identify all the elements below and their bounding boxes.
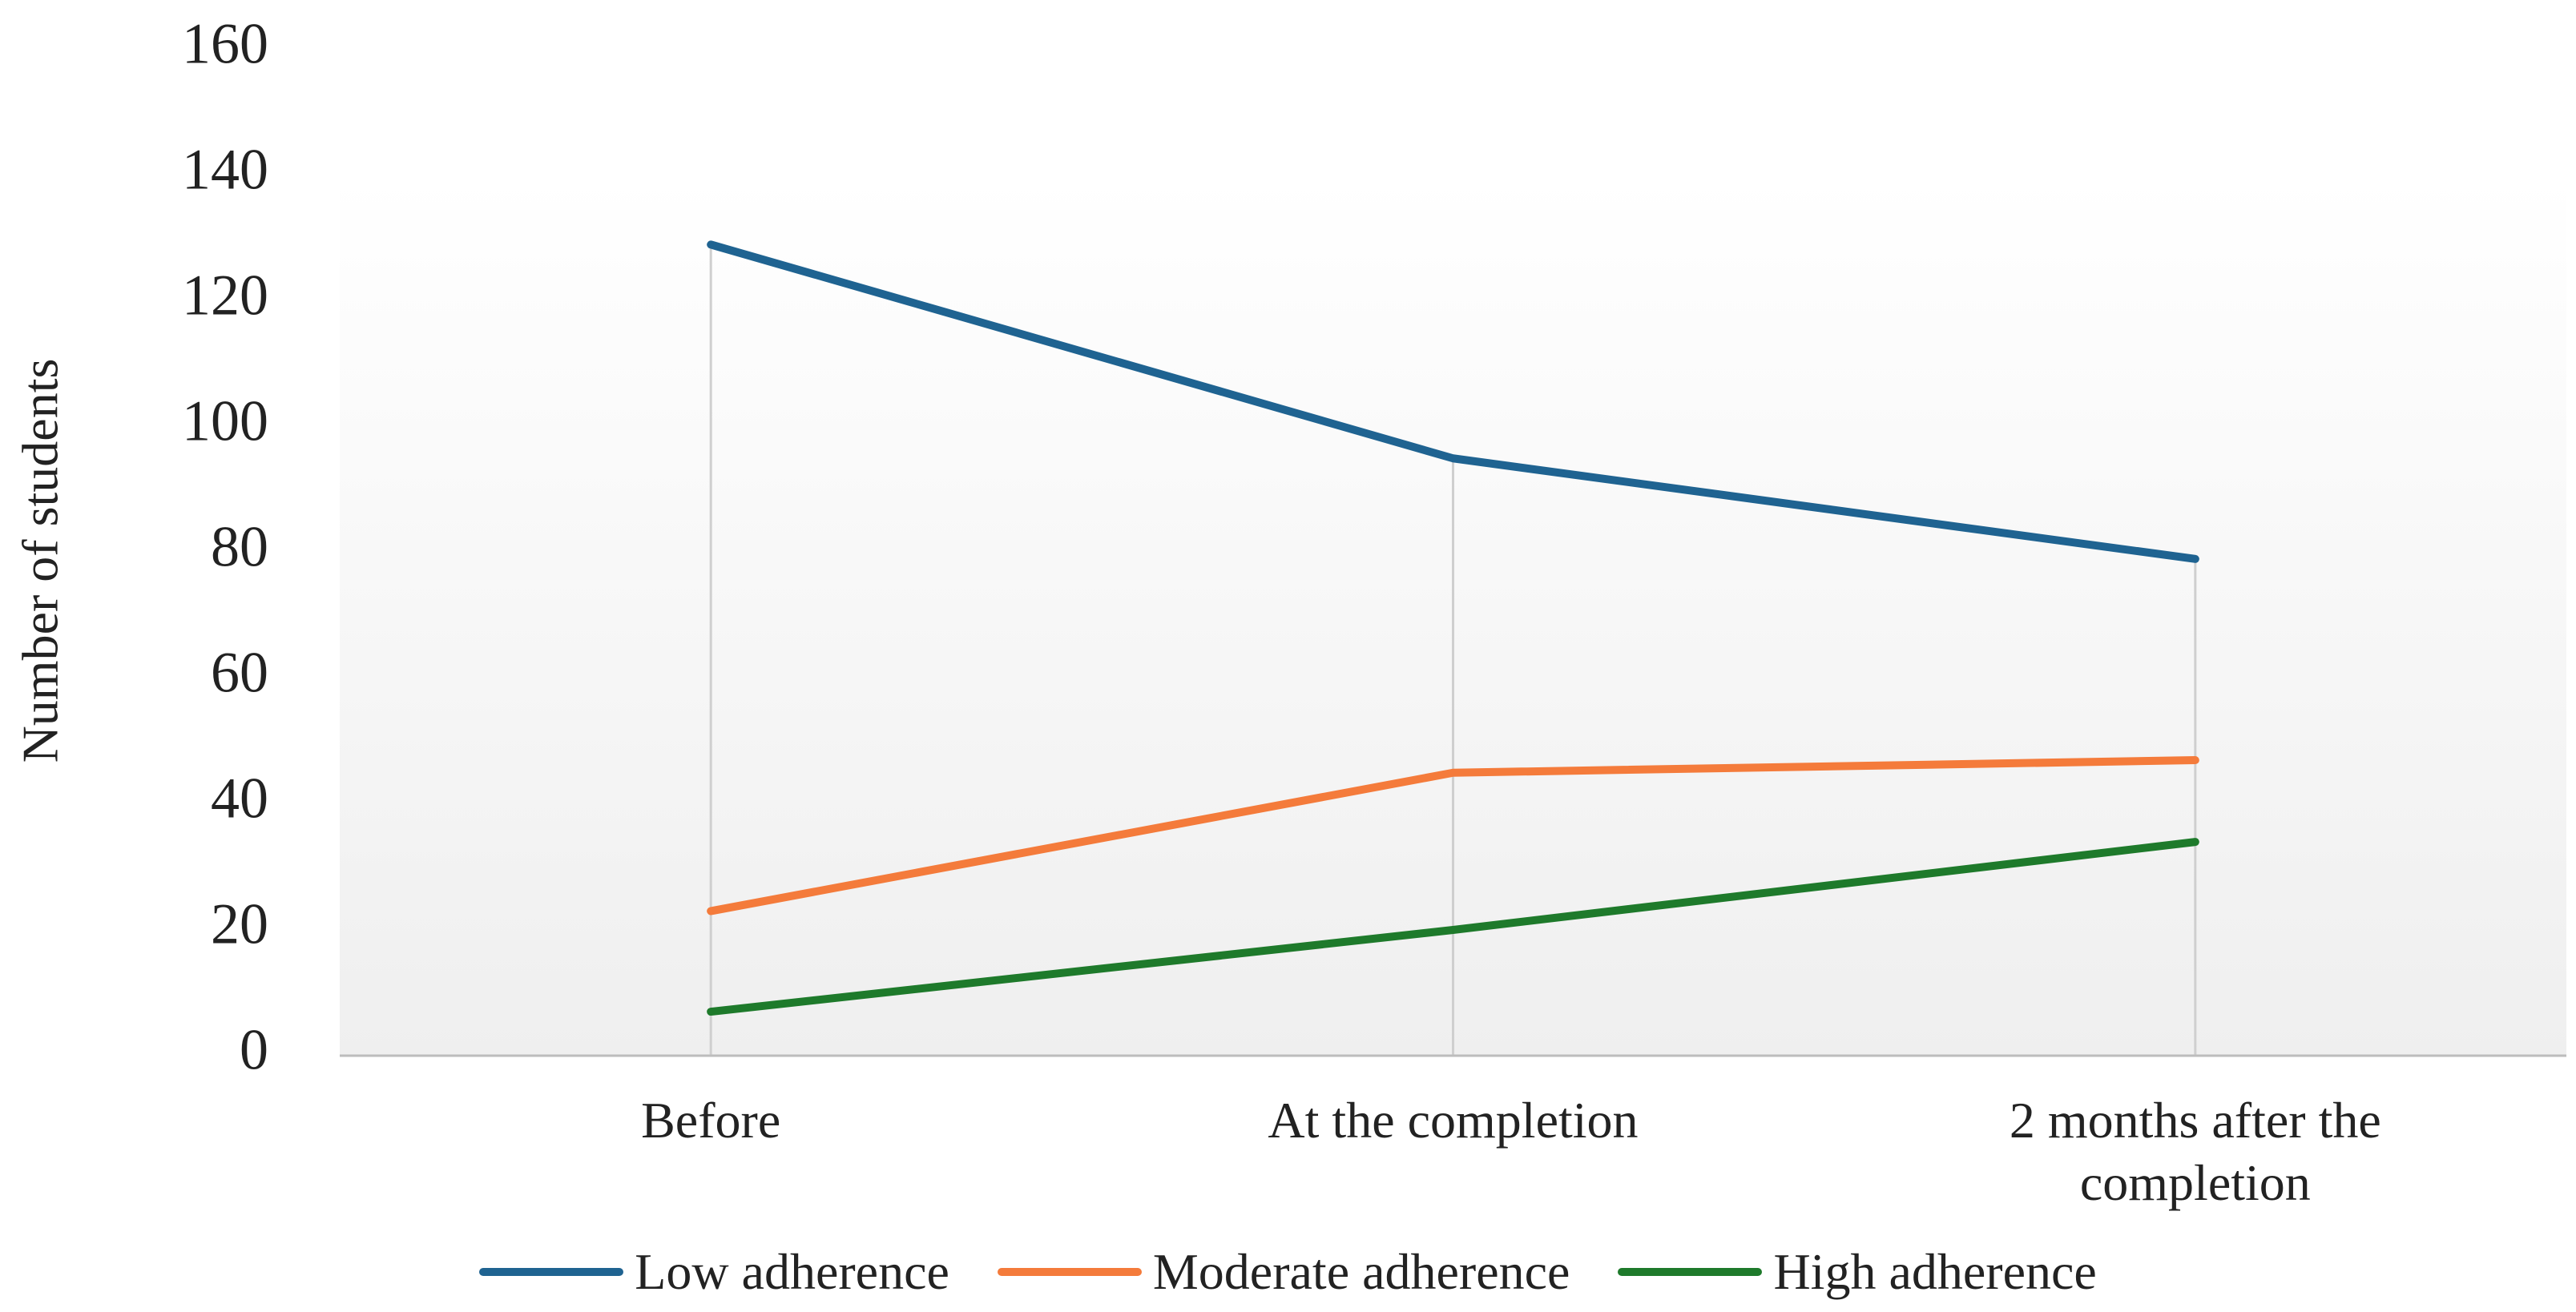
series-line	[707, 240, 2199, 563]
legend: Low adherence Moderate adherence High adhe…	[0, 1240, 2576, 1304]
legend-swatch	[479, 1268, 624, 1276]
y-tick-label: 80	[211, 515, 268, 579]
x-tick-label: Before	[641, 1092, 781, 1149]
legend-item: Moderate adherence	[997, 1242, 1570, 1302]
legend-item: High adherence	[1618, 1242, 2097, 1302]
y-axis-title: Number of students	[12, 359, 69, 763]
legend-swatch	[997, 1268, 1142, 1276]
y-tick-label: 140	[182, 138, 268, 202]
y-tick-label: 160	[182, 12, 268, 76]
x-tick-label: At the completion	[1268, 1092, 1639, 1149]
y-tick-label: 40	[211, 767, 268, 831]
y-tick-label: 60	[211, 641, 268, 705]
legend-label: Moderate adherence	[1152, 1243, 1570, 1300]
legend-label: Low adherence	[635, 1243, 949, 1300]
y-tick-label: 100	[182, 389, 268, 453]
legend-swatch	[1618, 1268, 1763, 1276]
y-tick-label: 0	[240, 1018, 268, 1082]
legend-label: High adherence	[1773, 1243, 2097, 1300]
series-line	[707, 756, 2199, 916]
y-tick-label: 20	[211, 892, 268, 956]
x-tick-label: 2 months after the completion	[2009, 1092, 2381, 1211]
series-line	[707, 838, 2199, 1016]
y-tick-label: 120	[182, 264, 268, 328]
legend-item: Low adherence	[479, 1242, 949, 1302]
